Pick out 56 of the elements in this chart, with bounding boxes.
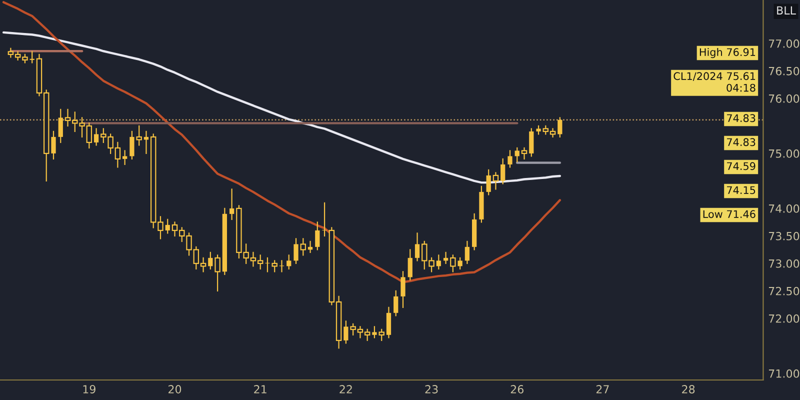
candlestick [408,249,412,280]
candlestick [500,158,506,184]
candlestick [400,271,406,308]
candlestick [300,238,306,256]
y-tick-label: 72.00 [768,314,800,323]
y-tick-label: 75.00 [768,149,800,158]
candlestick [436,254,441,270]
candlestick [279,260,284,272]
x-tick-label: 26 [510,385,524,394]
x-tick-label: 23 [425,385,438,394]
candlestick [529,128,534,157]
y-tick-label: 77.00 [768,39,800,48]
candlestick [51,130,56,160]
candlestick [294,238,298,264]
annotation: 74.59 [727,162,756,170]
x-tick-label: 21 [254,385,266,394]
x-tick-label: 19 [83,385,96,394]
candlestick [322,202,327,236]
candlestick [521,147,528,160]
candlestick [286,254,292,270]
x-tick-label: 27 [596,385,609,394]
y-tick-label: 76.00 [768,94,800,103]
x-tick-label: 28 [682,385,695,394]
annotation: High 76.91 [700,48,756,58]
candlestick [394,290,398,316]
candlestick [229,188,234,220]
candlestick [386,306,392,338]
candlestick [208,252,213,270]
candlestick [486,169,491,196]
candlestick [492,172,499,190]
y-tick-label: 76.50 [768,66,800,76]
candlestick [214,254,220,292]
candlestick [94,128,99,146]
y-tick-label: 71.00 [768,369,800,378]
candlestick [165,218,170,234]
x-tick-label: 20 [168,385,182,394]
annotation: 74.83 [727,138,756,146]
candlestick [315,222,320,250]
annotation: 74.83 [727,114,756,122]
candlestick [30,51,34,64]
y-tick-label: 74.00 [768,204,800,213]
y-tick-label: 73.00 [768,259,800,268]
annotation: CL1/2024 75.61 04:18 [674,72,756,92]
candlestick [508,150,512,168]
x-tick-label: 22 [340,385,352,394]
candlestick [58,108,63,143]
candlestick [514,147,520,162]
candlestick [558,117,562,138]
annotation: 74.15 [727,186,756,194]
y-tick-label: 73.50 [768,232,800,240]
candlestick [122,150,128,165]
candlestick [464,240,470,264]
y-tick-label: 72.50 [768,286,800,296]
annotation: Low 71.46 [703,210,756,218]
text: BLL [777,6,796,14]
candlestick [414,232,420,262]
